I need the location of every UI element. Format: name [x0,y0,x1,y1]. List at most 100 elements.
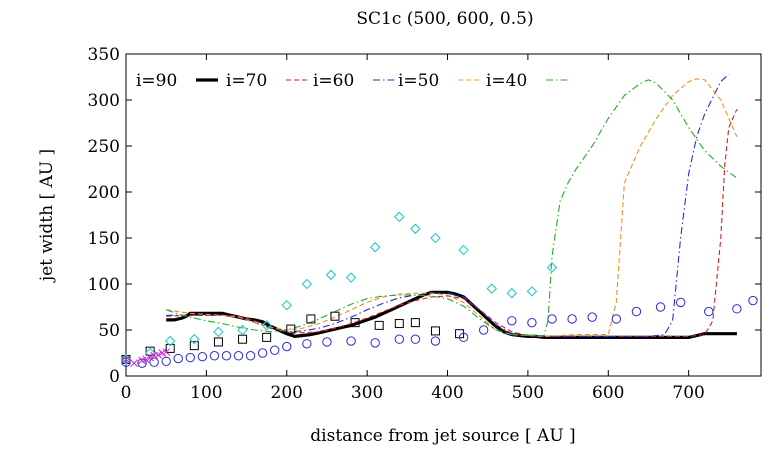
square-marker [165,343,175,353]
circle-marker [507,316,517,326]
cross-marker [142,355,150,364]
series-markers [120,211,758,368]
circle-marker [547,314,557,324]
y-tick-label: 250 [88,137,120,157]
circle-marker [567,314,577,324]
diamond-marker [213,326,224,338]
legend-item-i-90: i=90 [136,71,218,91]
x-tick-label: 500 [512,383,544,403]
diamond-marker [506,287,518,299]
x-axis: 0 100 200 300 400 500 600 700 [121,54,705,403]
circle-marker [173,353,183,364]
diamond-marker [325,269,337,281]
square-marker [410,318,420,328]
legend-label: i=40 [486,71,527,91]
series-line-i-40 [166,79,738,337]
cross-marker [162,348,171,356]
diamond-marker [369,241,381,253]
y-tick-label: 350 [88,45,120,65]
circle-marker [370,338,380,348]
y-axis-title: jet width [ AU ] [37,149,57,283]
y-tick-label: 150 [88,229,120,249]
circle-marker [587,312,597,322]
circle-marker [233,351,244,361]
legend-label: i=50 [398,71,439,91]
square-marker [238,334,248,344]
diamond-marker [546,262,558,273]
chart-title: SC1c (500, 600, 0.5) [356,9,533,29]
circle-marker [675,297,686,308]
circle-marker [270,345,280,355]
square-marker [330,311,340,321]
cross-marker [154,350,163,359]
legend-item-i-60: i=60 [313,71,395,91]
circle-marker [631,306,642,317]
series-line-i-90 [166,290,737,339]
diamond-marker [164,335,176,347]
circle-marker [394,334,404,344]
x-axis-title: distance from jet source [ AU ] [310,426,575,446]
series-line-i-60 [166,73,730,337]
circle-marker [611,314,622,324]
circle-marker [346,336,356,346]
circle-marker [655,302,666,312]
cross-marker [146,353,154,362]
circle-marker [282,341,292,352]
y-tick-label: 0 [109,367,120,387]
circle-marker [458,332,469,343]
diamond-marker [345,272,357,283]
diamond-marker [430,232,441,244]
circle-marker [322,337,332,347]
circle-marker [221,351,232,361]
square-marker [262,332,272,342]
series-line-i-50 [166,78,738,337]
diamond-marker [486,283,498,294]
diamond-marker [281,299,293,311]
y-tick-label: 200 [88,183,120,203]
diamond-marker [410,223,421,235]
x-tick-label: 100 [190,383,222,403]
circle-marker [704,306,714,317]
square-marker [213,337,223,347]
legend-item-i-40: i=40 [486,71,568,91]
diamond-marker [120,354,132,365]
x-tick-label: 400 [431,383,463,403]
diamond-marker [237,324,248,336]
circle-marker [748,295,758,306]
circle-marker [185,352,196,363]
square-marker [374,320,384,330]
circle-marker [197,351,208,362]
circle-marker [302,339,312,349]
circle-marker [527,317,537,328]
y-tick-label: 300 [88,91,120,111]
x-tick-label: 700 [672,383,704,403]
x-tick-label: 0 [121,383,132,403]
y-tick-label: 50 [98,321,120,341]
legend-label: i=60 [313,71,354,91]
circle-marker [430,336,441,346]
cross-marker [122,355,130,364]
diamond-marker [394,211,405,223]
square-marker [394,319,404,329]
square-marker [189,341,199,351]
y-axis: 0 50 100 150 200 250 300 350 [88,45,761,387]
diamond-marker [189,333,200,345]
square-marker [430,326,440,336]
legend-item-i-50: i=50 [398,71,480,91]
circle-marker [121,357,131,367]
square-marker [145,346,155,356]
circle-marker [161,356,171,366]
y-tick-label: 100 [88,275,120,295]
circle-marker [732,304,742,314]
legend-item-i-70: i=70 [226,71,308,91]
circle-marker [209,351,220,361]
series-lines [166,73,738,339]
series-line-i-70 [166,108,738,337]
legend: i=90 i=70 i=60 i=50 i=40 [136,71,568,91]
square-marker [286,324,296,334]
plot-frame [125,53,762,377]
diamond-marker [261,320,272,331]
legend-label: i=90 [136,71,177,91]
circle-marker [137,358,147,368]
